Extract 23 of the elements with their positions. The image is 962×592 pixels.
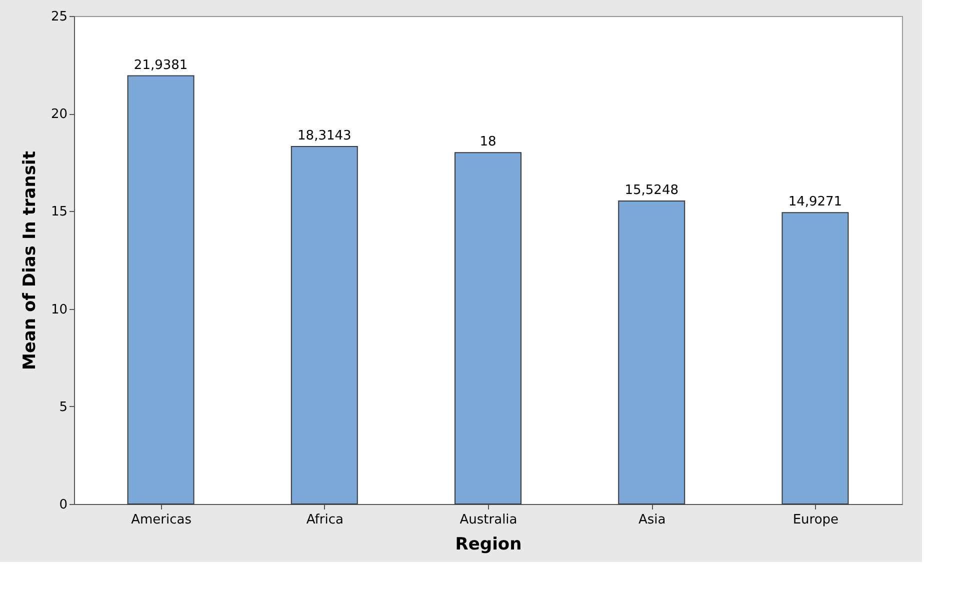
y-tick-label: 20 [50,107,68,122]
data-label: 18,3143 [298,128,352,144]
x-axis-title: Region [455,534,522,554]
y-tick-label: 25 [50,10,68,24]
y-tick-label: 10 [50,302,68,318]
bar [290,146,358,504]
data-label: 15,5248 [624,182,678,198]
bar [618,200,686,504]
x-tick-label: Africa [306,512,344,528]
bar [454,152,522,504]
data-label: 18 [480,134,496,150]
y-tick-label: 0 [59,498,68,512]
y-tick-label: 5 [59,400,68,415]
x-tick-label: Europe [792,512,839,528]
bar [127,75,194,504]
x-tick-label: Australia [460,512,518,528]
x-tick-label: Asia [638,512,666,528]
bar [782,212,849,504]
x-tick-label: Americas [131,512,192,528]
data-label: 21,9381 [134,58,188,73]
data-label: 14,9271 [788,194,842,210]
y-tick-label: 15 [50,204,68,220]
y-axis-title: Mean of Dias In transit [20,151,40,370]
